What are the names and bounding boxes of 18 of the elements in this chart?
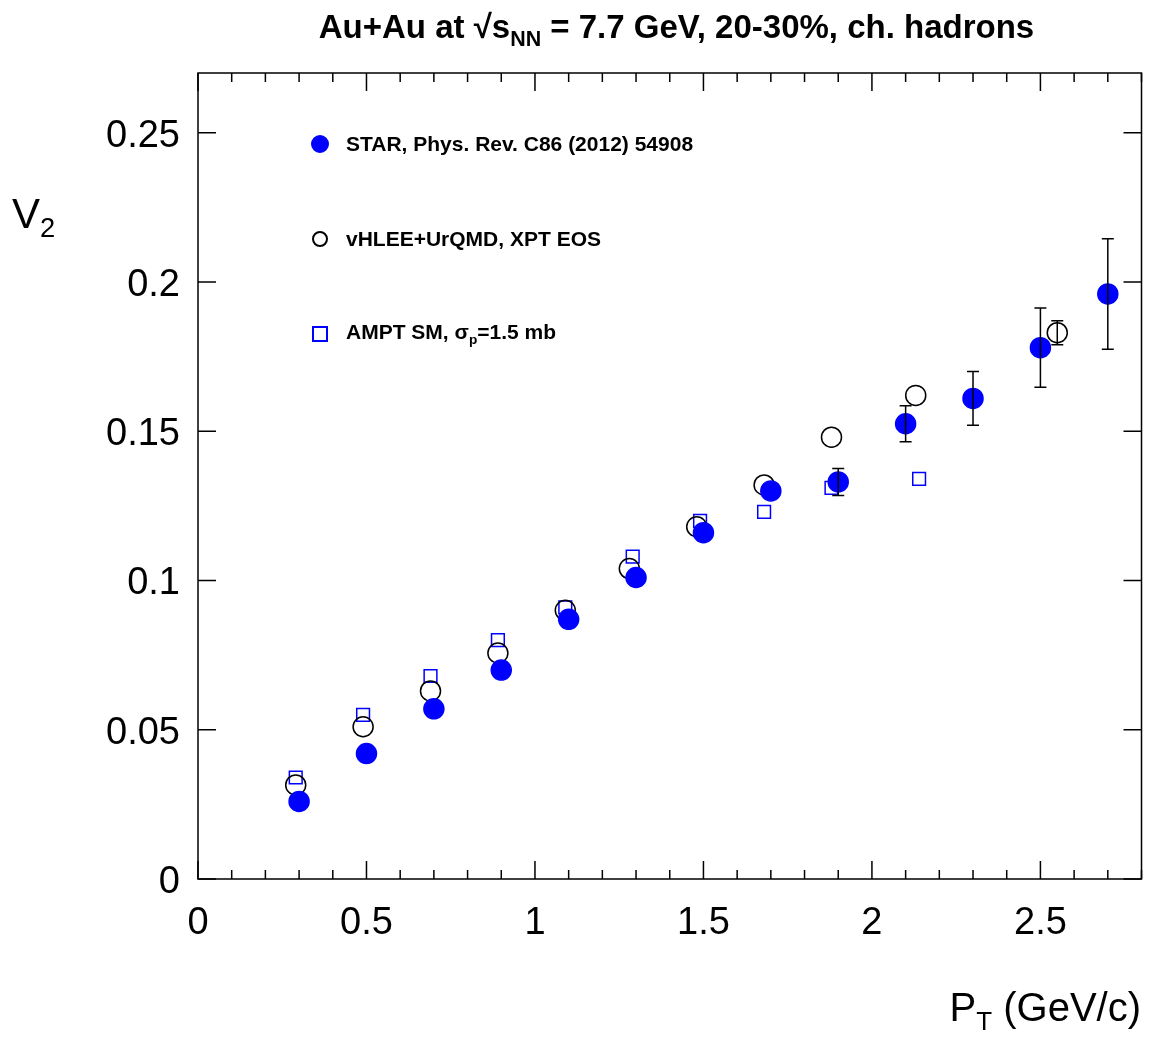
x-tick-label: 1.5 [677,900,730,943]
legend-label: vHLEE+UrQMD, XPT EOS [346,226,601,251]
x-tick-label: 0 [187,900,209,943]
x-tick-label: 1 [524,900,546,943]
legend-label: AMPT SM, σ$_{p}$=1.5 mb [346,319,557,348]
chart-title: Au+Au at √s$_{NN}$ = 7.7 GeV, 20-30%, ch. hadrons [317,8,1036,52]
x-tick-label: 2.5 [1014,900,1067,943]
legend-label: STAR, Phys. Rev. C86 (2012) 54908 [346,131,694,156]
y-tick-label: 0 [158,859,180,901]
y-tick-label: 0.25 [106,112,180,155]
y-tick-label: 0.2 [127,261,180,304]
y-tick-label: 0.15 [106,411,180,454]
x-axis-title: P$_{T}$ (GeV/c) [949,985,1141,1037]
x-tick-label: 2 [861,900,883,943]
y-axis-title: V$_{2}$ [12,190,56,245]
y-tick-label: 0.05 [106,709,180,752]
y-tick-label: 0.1 [127,560,180,603]
x-tick-label: 0.5 [340,900,393,943]
